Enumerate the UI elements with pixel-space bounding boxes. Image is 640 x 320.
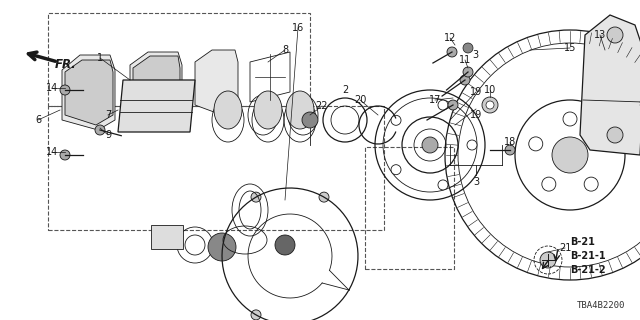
Text: 13: 13 <box>594 30 606 40</box>
Text: 12: 12 <box>444 33 456 43</box>
Text: 19: 19 <box>470 110 482 120</box>
Circle shape <box>208 233 236 261</box>
Text: 11: 11 <box>459 55 471 65</box>
Circle shape <box>391 115 401 125</box>
Circle shape <box>482 97 498 113</box>
Text: B-21-2: B-21-2 <box>570 265 605 275</box>
Text: 22: 22 <box>316 101 328 111</box>
Text: 15: 15 <box>564 43 576 53</box>
Text: 2: 2 <box>342 85 348 95</box>
Text: 14: 14 <box>46 147 58 157</box>
Text: 8: 8 <box>282 45 288 55</box>
Circle shape <box>391 165 401 175</box>
Text: 18: 18 <box>504 137 516 147</box>
Circle shape <box>552 137 588 173</box>
Circle shape <box>251 310 261 320</box>
Circle shape <box>540 252 556 268</box>
FancyBboxPatch shape <box>151 225 183 249</box>
Circle shape <box>463 43 473 53</box>
Circle shape <box>505 145 515 155</box>
Polygon shape <box>195 50 238 115</box>
Text: 6: 6 <box>35 115 41 125</box>
Circle shape <box>607 27 623 43</box>
Polygon shape <box>62 55 115 130</box>
Circle shape <box>438 180 448 190</box>
Text: 21: 21 <box>559 243 571 253</box>
Ellipse shape <box>214 91 242 129</box>
Text: 17: 17 <box>429 95 441 105</box>
Text: B-21-1: B-21-1 <box>570 251 605 261</box>
Circle shape <box>302 112 318 128</box>
Polygon shape <box>580 15 640 155</box>
Text: 14: 14 <box>46 83 58 93</box>
Text: 16: 16 <box>292 23 304 33</box>
Polygon shape <box>133 56 180 115</box>
Text: 3: 3 <box>473 177 479 187</box>
Circle shape <box>95 125 105 135</box>
Circle shape <box>584 177 598 191</box>
Circle shape <box>422 137 438 153</box>
Polygon shape <box>130 52 182 120</box>
Text: FR.: FR. <box>55 58 77 70</box>
Circle shape <box>463 67 473 77</box>
Circle shape <box>467 140 477 150</box>
Text: 19: 19 <box>470 87 482 97</box>
Text: 10: 10 <box>484 85 496 95</box>
Circle shape <box>275 235 295 255</box>
Circle shape <box>438 100 448 110</box>
Polygon shape <box>118 80 195 132</box>
Circle shape <box>460 75 470 85</box>
Circle shape <box>486 101 494 109</box>
Circle shape <box>529 137 543 151</box>
Circle shape <box>542 177 556 191</box>
Circle shape <box>251 192 261 202</box>
Circle shape <box>597 137 611 151</box>
Text: 3: 3 <box>472 50 478 60</box>
Text: 20: 20 <box>354 95 366 105</box>
Ellipse shape <box>254 91 282 129</box>
Circle shape <box>607 127 623 143</box>
Circle shape <box>60 150 70 160</box>
Polygon shape <box>65 60 113 125</box>
Ellipse shape <box>286 91 314 129</box>
Text: TBA4B2200: TBA4B2200 <box>577 301 625 310</box>
Text: 7: 7 <box>105 110 111 120</box>
Circle shape <box>60 85 70 95</box>
Text: 9: 9 <box>105 130 111 140</box>
Text: 1: 1 <box>97 53 103 63</box>
Circle shape <box>447 47 457 57</box>
Circle shape <box>448 100 458 110</box>
Circle shape <box>563 112 577 126</box>
Text: B-21: B-21 <box>570 237 595 247</box>
Circle shape <box>319 192 329 202</box>
